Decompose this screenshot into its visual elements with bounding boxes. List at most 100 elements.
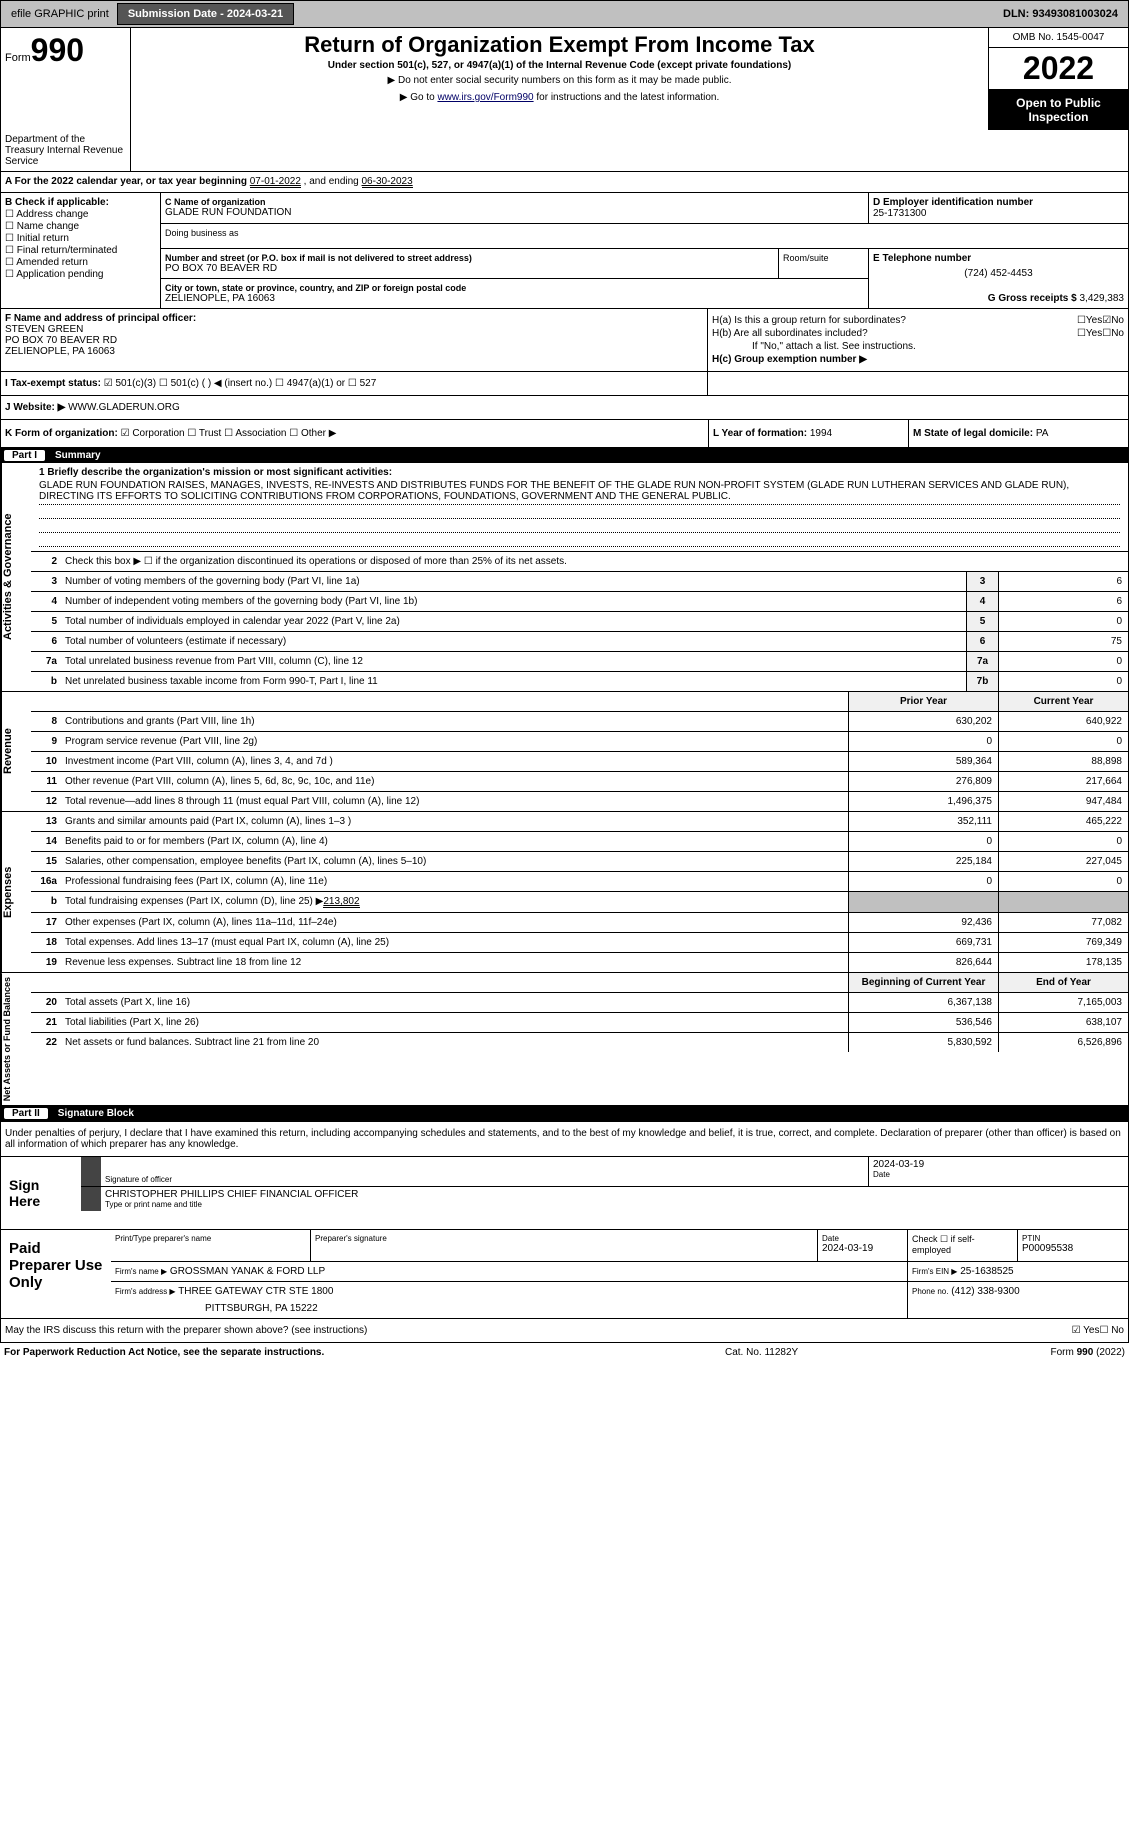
n16b: b bbox=[31, 892, 63, 912]
p21: 536,546 bbox=[848, 1013, 998, 1032]
phone-value: (412) 338-9300 bbox=[951, 1286, 1019, 1297]
n17: 17 bbox=[31, 913, 63, 932]
n16a: 16a bbox=[31, 872, 63, 891]
part2-title: Signature Block bbox=[58, 1108, 134, 1119]
q11: Other revenue (Part VIII, column (A), li… bbox=[63, 772, 848, 791]
i-4947[interactable]: ☐ 4947(a)(1) or bbox=[275, 378, 345, 389]
n22: 22 bbox=[31, 1033, 63, 1052]
part1-title: Summary bbox=[55, 450, 101, 461]
j-label: J Website: ▶ bbox=[5, 402, 65, 413]
q22: Net assets or fund balances. Subtract li… bbox=[63, 1033, 848, 1052]
n10: 10 bbox=[31, 752, 63, 771]
m-column: M State of legal domicile: PA bbox=[908, 420, 1128, 447]
goto-line: ▶ Go to www.irs.gov/Form990 for instruct… bbox=[141, 92, 978, 103]
form-subtitle: Under section 501(c), 527, or 4947(a)(1)… bbox=[141, 60, 978, 71]
p16b bbox=[848, 892, 998, 912]
officer-sig-cell: Signature of officer bbox=[101, 1157, 868, 1186]
k-column: K Form of organization: ☑ Corporation ☐ … bbox=[1, 420, 708, 447]
n7a: 7a bbox=[31, 652, 63, 671]
city-value: ZELIENOPLE, PA 16063 bbox=[165, 293, 864, 304]
firm-addr-cell: Firm's address ▶ THREE GATEWAY CTR STE 1… bbox=[111, 1282, 908, 1318]
b4: 4 bbox=[966, 592, 998, 611]
n6: 6 bbox=[31, 632, 63, 651]
c19: 178,135 bbox=[998, 953, 1128, 972]
q13: Grants and similar amounts paid (Part IX… bbox=[63, 812, 848, 831]
p10: 589,364 bbox=[848, 752, 998, 771]
q1-label: 1 Briefly describe the organization's mi… bbox=[39, 467, 1120, 478]
i-501c[interactable]: ☐ 501(c) ( ) ◀ (insert no.) bbox=[159, 378, 272, 389]
prep-date-label: Date bbox=[822, 1234, 903, 1243]
ptin-label: PTIN bbox=[1022, 1234, 1124, 1243]
footer-form: 990 bbox=[1077, 1347, 1094, 1358]
hb-no[interactable]: ☐No bbox=[1102, 328, 1124, 339]
p17: 92,436 bbox=[848, 913, 998, 932]
n15: 15 bbox=[31, 852, 63, 871]
k-assoc[interactable]: ☐ Association bbox=[224, 428, 286, 439]
may-no[interactable]: ☐ No bbox=[1099, 1325, 1124, 1336]
c9: 0 bbox=[998, 732, 1128, 751]
room-label: Room/suite bbox=[778, 249, 868, 278]
ptin-value: P00095538 bbox=[1022, 1243, 1124, 1254]
i-right bbox=[708, 372, 1128, 395]
p9: 0 bbox=[848, 732, 998, 751]
firm-phone-cell: Phone no. (412) 338-9300 bbox=[908, 1282, 1128, 1318]
governance-section: Activities & Governance 1 Briefly descri… bbox=[0, 463, 1129, 692]
officer-addr2: ZELIENOPLE, PA 16063 bbox=[5, 346, 703, 357]
p12: 1,496,375 bbox=[848, 792, 998, 811]
k-other[interactable]: ☐ Other ▶ bbox=[289, 428, 336, 439]
end-year-hdr: End of Year bbox=[998, 973, 1128, 992]
b6: 6 bbox=[966, 632, 998, 651]
goto-suffix: for instructions and the latest informat… bbox=[534, 92, 720, 103]
fh-row: F Name and address of principal officer:… bbox=[0, 309, 1129, 372]
q16b: Total fundraising expenses (Part IX, col… bbox=[63, 892, 848, 912]
revenue-section: Revenue Prior YearCurrent Year 8Contribu… bbox=[0, 692, 1129, 812]
prep-sig-label: Preparer's signature bbox=[315, 1234, 813, 1243]
chk-name[interactable]: ☐ Name change bbox=[5, 221, 156, 232]
chk-initial[interactable]: ☐ Initial return bbox=[5, 233, 156, 244]
c12: 947,484 bbox=[998, 792, 1128, 811]
d-label: D Employer identification number bbox=[873, 197, 1124, 208]
firm-ein-label: Firm's EIN ▶ bbox=[912, 1267, 957, 1276]
chk-address[interactable]: ☐ Address change bbox=[5, 209, 156, 220]
i-527[interactable]: ☐ 527 bbox=[348, 378, 376, 389]
expenses-section: Expenses 13Grants and similar amounts pa… bbox=[0, 812, 1129, 973]
b7a: 7a bbox=[966, 652, 998, 671]
mission-blank2 bbox=[39, 519, 1120, 533]
k-corp[interactable]: ☑ Corporation bbox=[121, 428, 185, 439]
chk-pending[interactable]: ☐ Application pending bbox=[5, 269, 156, 280]
ha-yes[interactable]: ☐Yes bbox=[1077, 315, 1102, 326]
firm-name: GROSSMAN YANAK & FORD LLP bbox=[170, 1266, 325, 1277]
i-501c3[interactable]: ☑ 501(c)(3) bbox=[104, 378, 156, 389]
b5: 5 bbox=[966, 612, 998, 631]
telephone: (724) 452-4453 bbox=[873, 268, 1124, 279]
side-net: Net Assets or Fund Balances bbox=[1, 973, 31, 1105]
part1-label: Part I bbox=[4, 450, 45, 461]
city-box: City or town, state or province, country… bbox=[161, 279, 868, 308]
may-yes[interactable]: ☑ Yes bbox=[1072, 1325, 1100, 1336]
line-a: A For the 2022 calendar year, or tax yea… bbox=[0, 172, 1129, 193]
c20: 7,165,003 bbox=[998, 993, 1128, 1012]
chk-amended[interactable]: ☐ Amended return bbox=[5, 257, 156, 268]
hb-yes[interactable]: ☐Yes bbox=[1077, 328, 1102, 339]
c-label: C Name of organization bbox=[165, 197, 864, 207]
chk-final[interactable]: ☐ Final return/terminated bbox=[5, 245, 156, 256]
street-value: PO BOX 70 BEAVER RD bbox=[165, 263, 774, 274]
tax-year: 2022 bbox=[989, 48, 1128, 90]
ein-value: 25-1731300 bbox=[873, 208, 1124, 219]
q5: Total number of individuals employed in … bbox=[63, 612, 966, 631]
c17: 77,082 bbox=[998, 913, 1128, 932]
c10: 88,898 bbox=[998, 752, 1128, 771]
begin-year-hdr: Beginning of Current Year bbox=[848, 973, 998, 992]
irs-link[interactable]: www.irs.gov/Form990 bbox=[437, 92, 533, 103]
a-prefix: A For the 2022 calendar year, or tax yea… bbox=[5, 176, 250, 187]
a-begin: 07-01-2022 bbox=[250, 176, 301, 188]
phone-label: Phone no. bbox=[912, 1287, 948, 1296]
c13: 465,222 bbox=[998, 812, 1128, 831]
ha-no[interactable]: ☑No bbox=[1102, 315, 1124, 326]
self-employed[interactable]: Check ☐ if self-employed bbox=[908, 1230, 1018, 1261]
submission-date-button[interactable]: Submission Date - 2024-03-21 bbox=[117, 3, 294, 25]
q3: Number of voting members of the governin… bbox=[63, 572, 966, 591]
officer-name-label: Type or print name and title bbox=[105, 1200, 1124, 1209]
prep-date: Date 2024-03-19 bbox=[818, 1230, 908, 1261]
k-trust[interactable]: ☐ Trust bbox=[187, 428, 221, 439]
